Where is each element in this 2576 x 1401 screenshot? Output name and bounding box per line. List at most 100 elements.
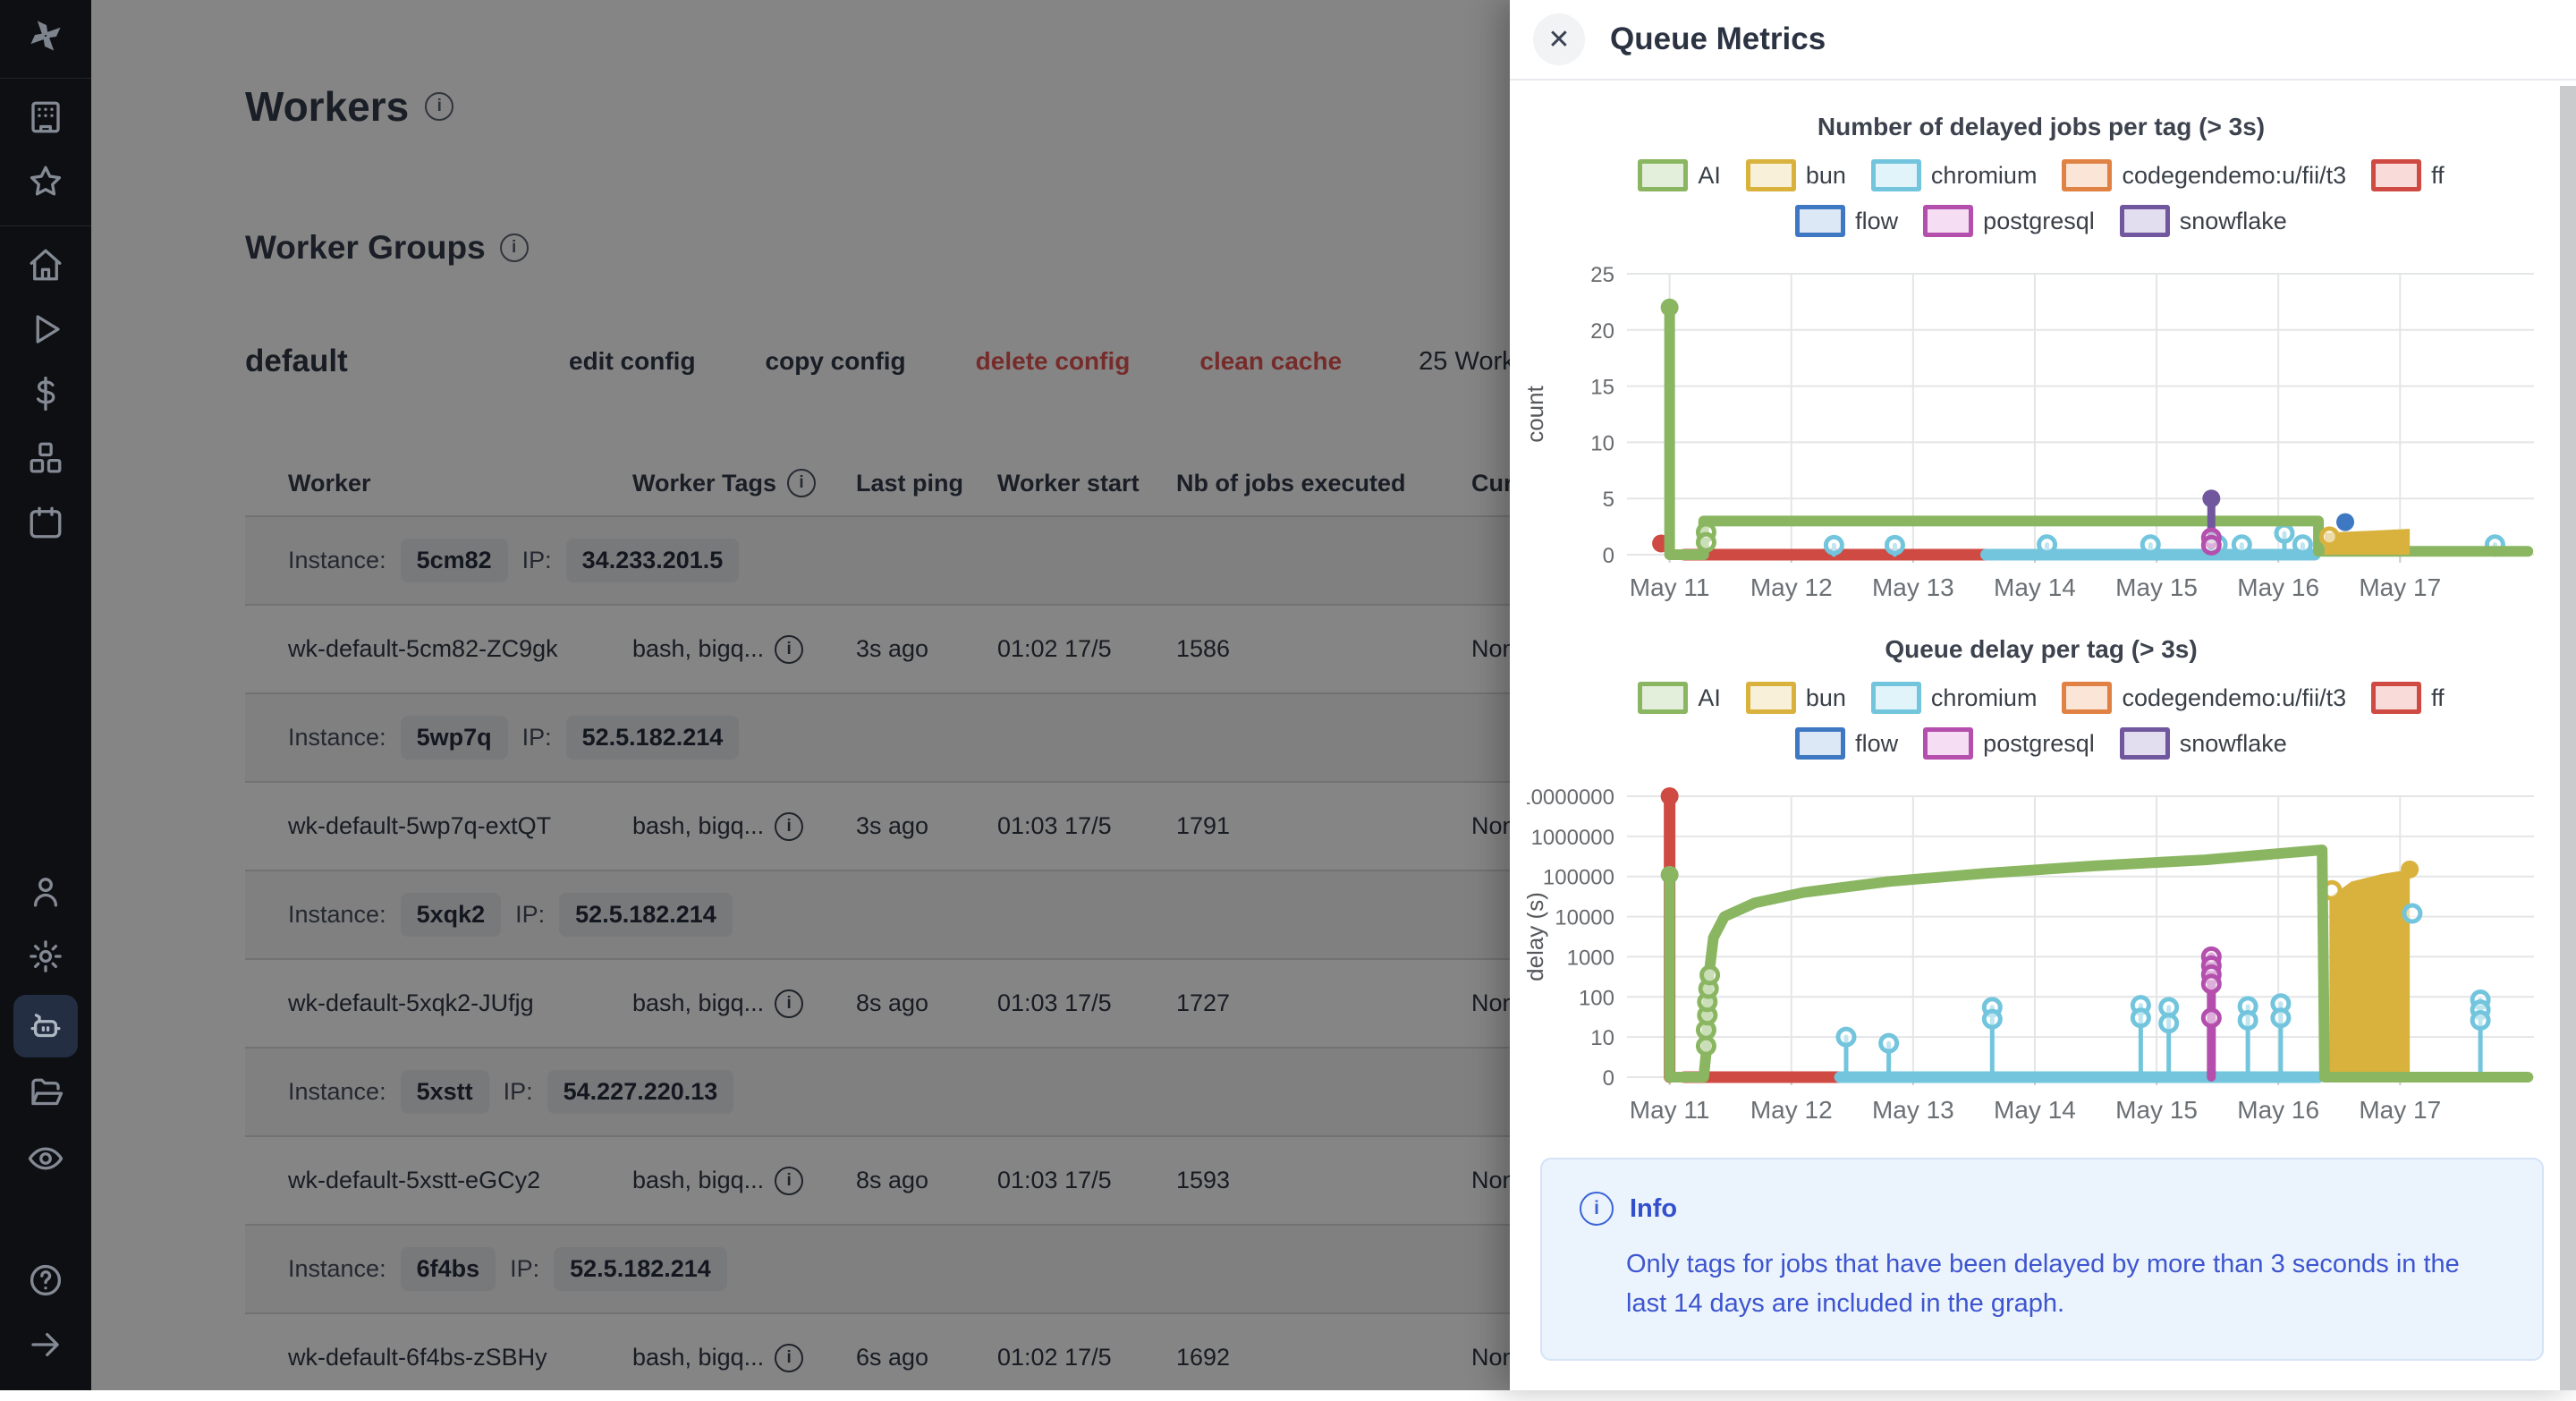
info-box-title: Info [1630, 1193, 1678, 1223]
legend-swatch [1745, 159, 1796, 191]
svg-text:May 11: May 11 [1630, 573, 1710, 601]
instance-ip-badge: 52.5.182.214 [559, 893, 733, 937]
worker-name-cell: wk-default-6f4bs-zSBHy [288, 1344, 547, 1371]
queue-delay-chart: 0 10 100 1000 10000 100000 1000000 10000000 May … [1527, 785, 2534, 1124]
worker-start-cell: 01:03 17/5 [997, 1167, 1112, 1193]
svg-text:May 12: May 12 [1750, 1096, 1833, 1124]
legend-swatch [1870, 159, 1921, 191]
legend-swatch [2062, 159, 2113, 191]
queue-metrics-drawer: ✕ Queue Metrics Number of delayed jobs p… [1510, 0, 2576, 1390]
legend-swatch [1870, 682, 1921, 714]
page-title: Workers i [245, 82, 2576, 131]
schedules-icon[interactable] [13, 497, 78, 548]
legend-item-ff: ff [2371, 682, 2445, 714]
worker-row: wk-default-5cm82-ZC9gk bash, bigq... i 3s a… [245, 604, 1873, 692]
delayed-jobs-chart-block: Number of delayed jobs per tag (> 3s) AI… [1526, 113, 2556, 608]
help-icon[interactable] [13, 1254, 78, 1306]
collapse-menu-icon[interactable] [13, 1319, 78, 1371]
legend-swatch [1745, 682, 1796, 714]
instance-name-badge: 5xqk2 [400, 893, 502, 937]
workers-info-icon[interactable]: i [425, 92, 454, 121]
legend-row: AI bun chromium codegendemo:u/fii/t3 ff [1526, 159, 2556, 191]
users-icon[interactable] [13, 866, 78, 918]
worker-name-cell: wk-default-5xstt-eGCy2 [288, 1167, 541, 1193]
instance-name-badge: 6f4bs [400, 1247, 496, 1291]
instance-name-badge: 5wp7q [400, 716, 508, 760]
legend-label: postgresql [1983, 729, 2095, 757]
worker-groups-info-icon[interactable]: i [499, 234, 529, 262]
instance-name-badge: 5xstt [400, 1070, 489, 1114]
svg-text:May 16: May 16 [2237, 573, 2319, 601]
drawer-scrollbar[interactable] [2560, 86, 2576, 1390]
worker-tags-row-info-icon[interactable]: i [775, 1166, 804, 1195]
instance-label: Instance: [288, 1078, 386, 1105]
resources-icon[interactable] [13, 432, 78, 484]
instance-label: Instance: [288, 724, 386, 751]
legend-label: postgresql [1983, 207, 2095, 234]
ip-label: IP: [510, 1255, 540, 1282]
folders-icon[interactable] [13, 1068, 78, 1120]
close-drawer-button[interactable]: ✕ [1533, 13, 1585, 65]
worker-tags-row-info-icon[interactable]: i [775, 634, 804, 664]
worker-tags-row-info-icon[interactable]: i [775, 1343, 804, 1372]
instance-ip-badge: 54.227.220.13 [547, 1070, 734, 1114]
jobs-executed-cell: 1593 [1176, 1167, 1231, 1193]
legend-label: bun [1805, 161, 1846, 189]
last-ping-cell: 8s ago [856, 989, 929, 1016]
worker-group-actions: edit config copy config delete config clean… [569, 347, 1342, 376]
worker-tags-cell: bash, bigq... i [632, 1343, 856, 1372]
worker-tags-row-info-icon[interactable]: i [775, 811, 804, 841]
sidebar-divider [0, 78, 91, 79]
svg-text:10: 10 [1590, 1026, 1614, 1050]
audit-logs-icon[interactable] [13, 1133, 78, 1184]
windmill-logo-icon[interactable] [25, 14, 66, 60]
runs-icon[interactable] [13, 303, 78, 355]
legend-row: flow postgresql snowflake [1526, 205, 2556, 237]
delete-config-button[interactable]: delete config [975, 347, 1131, 375]
legend-item-codegendemo:u/fii/t3: codegendemo:u/fii/t3 [2062, 682, 2346, 714]
instance-label: Instance: [288, 1255, 386, 1282]
legend-label: snowflake [2179, 207, 2287, 234]
legend-swatch [2119, 205, 2170, 237]
home-icon[interactable] [13, 239, 78, 291]
worker-start-cell: 01:02 17/5 [997, 1344, 1112, 1371]
svg-text:May 11: May 11 [1630, 1096, 1710, 1124]
section-title: Worker Groups i [245, 229, 2576, 267]
legend-label: flow [1855, 207, 1899, 234]
legend-label: codegendemo:u/fii/t3 [2122, 684, 2347, 711]
copy-config-button[interactable]: copy config [765, 347, 906, 375]
svg-text:May 15: May 15 [2115, 1096, 2198, 1124]
instance-name-badge: 5cm82 [400, 539, 508, 582]
worker-tags-info-icon[interactable]: i [787, 469, 817, 497]
queue-delay-chart-legend: AI bun chromium codegendemo:u/fii/t3 ff flow p… [1526, 682, 2556, 760]
column-header-last-ping: Last ping [856, 469, 963, 497]
svg-text:25: 25 [1590, 263, 1614, 287]
settings-icon[interactable] [13, 930, 78, 982]
legend-label: AI [1698, 161, 1721, 189]
jobs-executed-cell: 1791 [1176, 812, 1231, 839]
legend-item-AI: AI [1638, 682, 1721, 714]
legend-swatch [2371, 159, 2422, 191]
worker-tags-row-info-icon[interactable]: i [775, 989, 804, 1018]
variables-icon[interactable] [13, 368, 78, 420]
favorites-icon[interactable] [13, 156, 78, 208]
clean-cache-button[interactable]: clean cache [1199, 347, 1343, 375]
info-box-header: i Info [1580, 1192, 2504, 1226]
worker-row: wk-default-5wp7q-extQT bash, bigq... i 3s a… [245, 781, 1873, 870]
workers-icon[interactable] [13, 995, 78, 1057]
info-icon: i [1580, 1192, 1614, 1226]
apps-icon[interactable] [13, 91, 78, 143]
close-icon: ✕ [1547, 24, 1571, 55]
legend-label: chromium [1930, 684, 2038, 711]
column-header-worker-tags: Worker Tags i [632, 469, 856, 497]
svg-text:May 16: May 16 [2237, 1096, 2319, 1124]
edit-config-button[interactable]: edit config [569, 347, 696, 375]
legend-item-bun: bun [1745, 159, 1846, 191]
worker-start-cell: 01:03 17/5 [997, 989, 1112, 1016]
svg-text:0: 0 [1603, 1066, 1614, 1091]
instance-label: Instance: [288, 901, 386, 928]
svg-text:10: 10 [1590, 431, 1614, 455]
legend-item-chromium: chromium [1870, 159, 2037, 191]
legend-item-snowflake: snowflake [2119, 727, 2287, 760]
svg-text:May 12: May 12 [1750, 573, 1833, 601]
